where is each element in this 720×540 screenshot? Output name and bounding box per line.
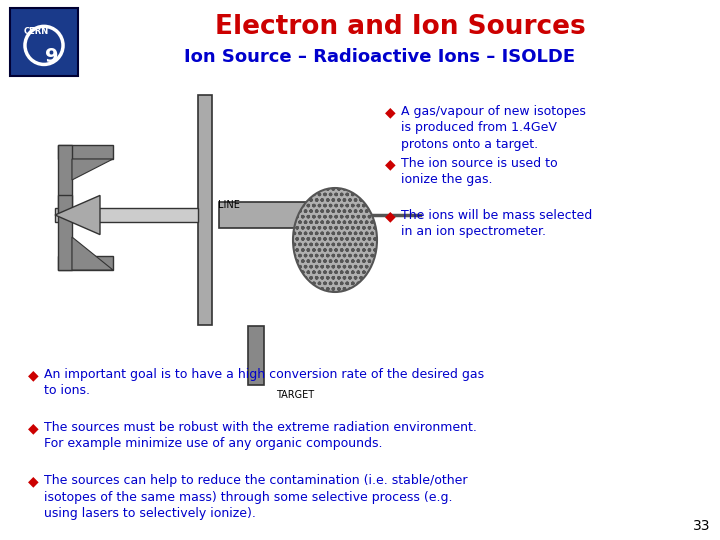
Text: CERN: CERN bbox=[23, 28, 48, 36]
Bar bbox=[248, 326, 264, 385]
Text: ◆: ◆ bbox=[28, 474, 39, 488]
Bar bbox=[58, 195, 72, 270]
Bar bbox=[55, 208, 198, 222]
Bar bbox=[58, 145, 113, 159]
Ellipse shape bbox=[293, 188, 377, 292]
Text: ◆: ◆ bbox=[28, 368, 39, 382]
Bar bbox=[58, 145, 72, 213]
Bar bbox=[219, 202, 309, 228]
Text: A gas/vapour of new isotopes
is produced from 1.4GeV
protons onto a target.: A gas/vapour of new isotopes is produced… bbox=[401, 105, 586, 151]
Text: TARGET: TARGET bbox=[276, 390, 314, 400]
Polygon shape bbox=[72, 159, 113, 180]
Text: ◆: ◆ bbox=[28, 421, 39, 435]
Text: The sources can help to reduce the contamination (i.e. stable/other
isotopes of : The sources can help to reduce the conta… bbox=[44, 474, 467, 520]
Text: The sources must be robust with the extreme radiation environment.
For example m: The sources must be robust with the extr… bbox=[44, 421, 477, 450]
Text: ◆: ◆ bbox=[385, 105, 395, 119]
Text: ◆: ◆ bbox=[385, 209, 395, 223]
Text: ◆: ◆ bbox=[385, 157, 395, 171]
Text: The ion source is used to
ionize the gas.: The ion source is used to ionize the gas… bbox=[401, 157, 557, 186]
Polygon shape bbox=[55, 195, 100, 234]
Text: 9: 9 bbox=[45, 48, 59, 66]
Bar bbox=[10, 8, 78, 76]
Text: LINE: LINE bbox=[218, 200, 240, 210]
Text: The ions will be mass selected
in an ion spectrometer.: The ions will be mass selected in an ion… bbox=[401, 209, 593, 239]
Text: Electron and Ion Sources: Electron and Ion Sources bbox=[215, 14, 585, 40]
Text: 33: 33 bbox=[693, 519, 710, 533]
Bar bbox=[58, 256, 113, 270]
Polygon shape bbox=[72, 237, 113, 270]
Bar bbox=[198, 95, 212, 325]
Text: Ion Source – Radioactive Ions – ISOLDE: Ion Source – Radioactive Ions – ISOLDE bbox=[184, 48, 575, 66]
Text: An important goal is to have a high conversion rate of the desired gas
to ions.: An important goal is to have a high conv… bbox=[44, 368, 484, 397]
